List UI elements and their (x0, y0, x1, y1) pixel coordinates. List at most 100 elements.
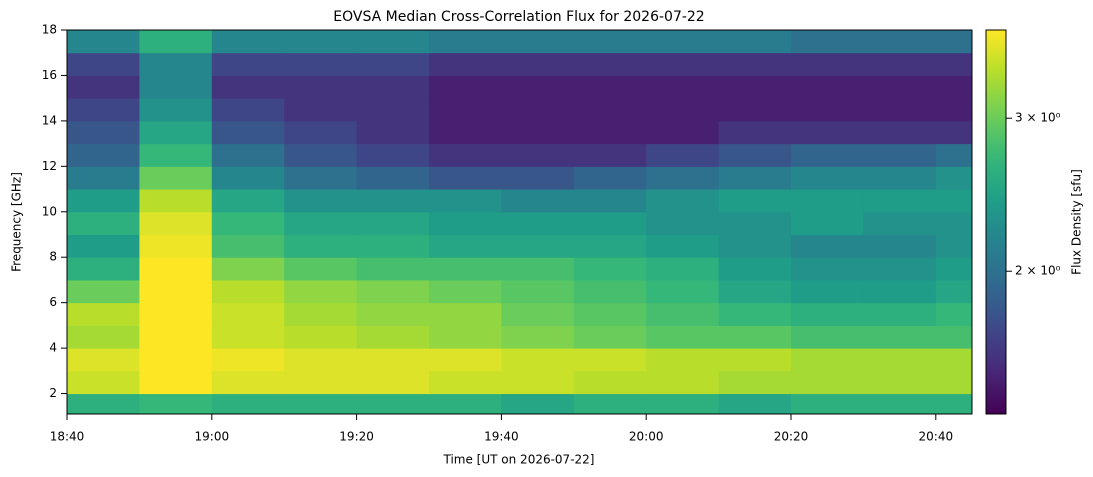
heatmap-cell (791, 234, 864, 258)
heatmap-cell (573, 211, 647, 235)
y-axis-label: Frequency [GHz] (10, 172, 24, 272)
heatmap-cell (935, 370, 972, 395)
x-tick-label: 20:40 (919, 430, 954, 444)
heatmap-cell (718, 302, 792, 326)
heatmap-cell (67, 52, 140, 76)
heatmap-cell (356, 279, 430, 304)
heatmap-cell (139, 30, 213, 54)
heatmap-cell (211, 325, 285, 349)
heatmap-cell (573, 279, 647, 304)
heatmap-cell (501, 257, 575, 281)
heatmap-cell (284, 75, 358, 99)
heatmap-cell (863, 120, 937, 145)
heatmap-cell (718, 143, 792, 167)
heatmap-cell (935, 257, 972, 281)
heatmap-cell (67, 211, 140, 235)
heatmap-cell (718, 120, 792, 145)
heatmap-cell (863, 30, 937, 54)
heatmap-cell (935, 30, 972, 54)
heatmap-cell (67, 325, 140, 349)
heatmap-cell (935, 279, 972, 304)
heatmap-cell (211, 348, 285, 372)
heatmap-cell (284, 189, 358, 213)
heatmap-cell (718, 166, 792, 190)
heatmap-cell (863, 302, 937, 326)
heatmap-cell (356, 52, 430, 76)
x-tick-label: 18:40 (50, 430, 85, 444)
heatmap-cell (791, 279, 864, 304)
heatmap-cell (863, 211, 937, 235)
heatmap-cell (67, 393, 140, 414)
x-tick-label: 20:00 (629, 430, 664, 444)
heatmap-cell (67, 75, 140, 99)
heatmap-cell (718, 211, 792, 235)
heatmap-cell (67, 166, 140, 190)
heatmap-cell (501, 120, 575, 145)
heatmap-cell (718, 257, 792, 281)
heatmap-cell (646, 98, 720, 122)
heatmap-cell (791, 393, 864, 414)
heatmap-cell (573, 348, 647, 372)
x-tick-label: 20:20 (774, 430, 809, 444)
colorbar-tick-label: 2 × 10⁰ (1015, 264, 1061, 278)
heatmap-cell (356, 257, 430, 281)
heatmap-cell (646, 52, 720, 76)
heatmap-cell (356, 393, 430, 414)
x-tick-label: 19:20 (339, 430, 374, 444)
heatmap-cell (139, 75, 213, 99)
heatmap-cell (501, 393, 575, 414)
heatmap-cell (791, 30, 864, 54)
heatmap-cell (573, 166, 647, 190)
heatmap-cell (284, 143, 358, 167)
heatmap-cell (139, 98, 213, 122)
heatmap-cell (356, 166, 430, 190)
heatmap-cell (573, 98, 647, 122)
heatmap-cell (646, 143, 720, 167)
heatmap-cell (573, 120, 647, 145)
heatmap-cell (429, 257, 502, 281)
heatmap-cell (863, 98, 937, 122)
heatmap-cell (429, 211, 502, 235)
heatmap-cell (429, 166, 502, 190)
heatmap-cell (139, 393, 213, 414)
heatmap-cell (501, 348, 575, 372)
heatmap-cell (718, 325, 792, 349)
heatmap-cell (501, 98, 575, 122)
heatmap-cell (718, 98, 792, 122)
heatmap-cell (646, 348, 720, 372)
heatmap-cell (718, 30, 792, 54)
heatmap-cell (67, 30, 140, 54)
heatmap-cell (718, 279, 792, 304)
heatmap-cell (791, 166, 864, 190)
heatmap-cell (863, 234, 937, 258)
heatmap-cell (429, 370, 502, 395)
heatmap-cell (139, 52, 213, 76)
y-tick-label: 14 (42, 113, 57, 127)
heatmap-cell (863, 257, 937, 281)
heatmap-cell (139, 143, 213, 167)
y-tick-label: 18 (42, 23, 57, 37)
heatmap-cell (501, 166, 575, 190)
heatmap-cell (211, 279, 285, 304)
heatmap-cell (356, 370, 430, 395)
heatmap-cell (935, 393, 972, 414)
heatmap-cell (501, 211, 575, 235)
heatmap-cell (356, 325, 430, 349)
heatmap-cell (935, 302, 972, 326)
heatmap-cell (935, 189, 972, 213)
heatmap-cell (863, 393, 937, 414)
heatmap-cell (284, 302, 358, 326)
heatmap-cell (791, 325, 864, 349)
heatmap-cell (573, 75, 647, 99)
y-tick-label: 10 (42, 204, 57, 218)
heatmap-cell (573, 325, 647, 349)
heatmap-cell (646, 370, 720, 395)
heatmap-cell (935, 234, 972, 258)
heatmap-cell (573, 370, 647, 395)
heatmap-cell (67, 143, 140, 167)
heatmap-cell (646, 257, 720, 281)
heatmap-cell (284, 98, 358, 122)
heatmap-cell (791, 302, 864, 326)
